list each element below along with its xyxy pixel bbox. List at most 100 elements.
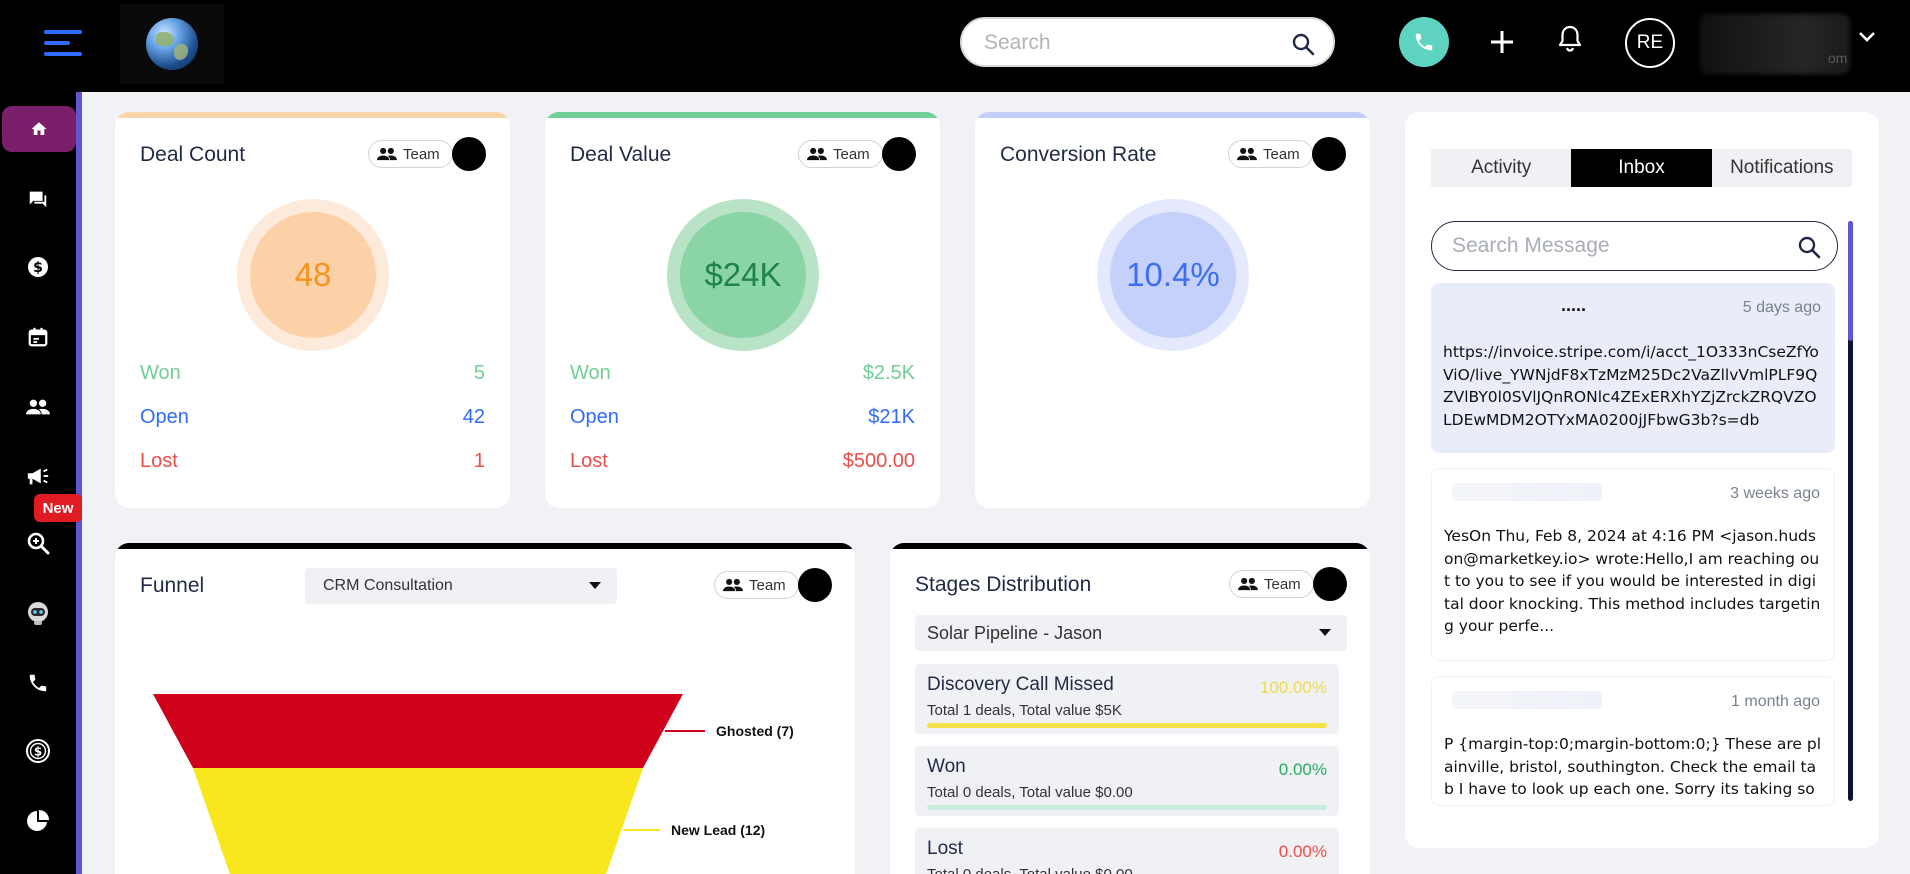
- user-avatar[interactable]: RE: [1625, 18, 1675, 68]
- tab-inbox[interactable]: Inbox: [1571, 149, 1712, 187]
- pipeline-select[interactable]: Solar Pipeline - Jason: [915, 615, 1347, 651]
- stat-label: Open: [570, 406, 619, 428]
- stat-label: Lost: [570, 450, 608, 472]
- search-zoom-icon: [27, 532, 50, 555]
- card-options-dot[interactable]: [452, 137, 486, 171]
- card-accent-line: [115, 112, 510, 118]
- card-title: Stages Distribution: [915, 573, 1092, 596]
- stage-percent: 100.00%: [1259, 678, 1327, 697]
- sidebar: $ New $: [0, 92, 82, 874]
- message-item[interactable]: 1 month ago P {margin-top:0;margin-botto…: [1431, 676, 1835, 806]
- card-options-dot[interactable]: [1312, 137, 1346, 171]
- sidebar-item-reports[interactable]: [2, 798, 74, 844]
- message-body: YesOn Thu, Feb 8, 2024 at 4:16 PM <jason…: [1444, 527, 1821, 635]
- global-search-input[interactable]: [984, 31, 1284, 55]
- logo[interactable]: [120, 4, 224, 84]
- stage-row[interactable]: Discovery Call Missed Total 1 deals, Tot…: [915, 664, 1339, 734]
- activity-inbox-panel: Activity Inbox Notifications ..... 5 day…: [1405, 112, 1879, 848]
- message-list-scrollbar[interactable]: [1848, 221, 1853, 801]
- card-options-dot[interactable]: [798, 568, 832, 602]
- funnel-stage-new-lead[interactable]: [193, 768, 643, 874]
- stage-info: Total 1 deals, Total value $5K: [927, 702, 1122, 719]
- sidebar-item-search[interactable]: [2, 520, 74, 566]
- stat-row-open: Open 42: [140, 406, 485, 436]
- caret-down-icon: [589, 582, 601, 589]
- message-sender-blurred: [1452, 691, 1602, 709]
- team-icon: [723, 578, 743, 592]
- team-label: Team: [749, 576, 786, 594]
- team-icon: [807, 147, 827, 161]
- stage-row[interactable]: Won Total 0 deals, Total value $0.00 0.0…: [915, 746, 1339, 816]
- notifications-button[interactable]: [1556, 24, 1596, 64]
- deal-count-value: 48: [250, 212, 376, 338]
- sidebar-item-marketing[interactable]: [2, 453, 74, 499]
- stage-percent: 0.00%: [1278, 842, 1327, 861]
- megaphone-icon: [27, 468, 49, 485]
- sidebar-item-ai-bot[interactable]: [2, 590, 74, 636]
- funnel-stage-ghosted[interactable]: [153, 694, 683, 768]
- stat-value: $2.5K: [862, 362, 915, 384]
- stat-value: 5: [473, 362, 485, 384]
- card-options-dot[interactable]: [1313, 567, 1347, 601]
- tab-activity[interactable]: Activity: [1471, 157, 1532, 178]
- stat-label: Open: [140, 406, 189, 428]
- select-value: CRM Consultation: [323, 577, 453, 594]
- message-search-input[interactable]: [1452, 234, 1782, 258]
- chat-icon: [29, 191, 47, 208]
- sidebar-item-billing[interactable]: $: [2, 728, 74, 774]
- card-title: Deal Count: [140, 143, 246, 166]
- chevron-down-icon[interactable]: [1858, 30, 1876, 44]
- sidebar-item-payments[interactable]: $: [2, 244, 74, 290]
- sidebar-item-calls[interactable]: [2, 660, 74, 706]
- stat-row-won: Won $2.5K: [570, 362, 915, 392]
- team-filter[interactable]: Team: [798, 140, 883, 168]
- stat-value: $21K: [868, 406, 915, 428]
- global-search: [960, 17, 1335, 67]
- team-filter[interactable]: Team: [1228, 140, 1313, 168]
- sidebar-item-home[interactable]: [2, 106, 76, 152]
- message-item[interactable]: 3 weeks ago YesOn Thu, Feb 8, 2024 at 4:…: [1431, 468, 1835, 661]
- team-label: Team: [833, 145, 870, 163]
- stat-value: 42: [462, 406, 485, 428]
- user-name-blurred: [1700, 14, 1850, 74]
- sidebar-item-calendar[interactable]: [2, 314, 74, 360]
- card-title: Funnel: [140, 574, 205, 597]
- funnel-chart: Ghosted (7) New Lead (12): [153, 694, 794, 874]
- deal-count-card: Deal Count Team 48 Won 5 Open 42 Lost 1: [115, 112, 510, 508]
- stat-row-lost: Lost 1: [140, 450, 485, 480]
- search-icon[interactable]: [1797, 235, 1821, 259]
- scrollbar-thumb[interactable]: [1848, 221, 1853, 341]
- message-sender-blurred: [1452, 483, 1602, 501]
- team-label: Team: [403, 145, 440, 163]
- deal-count-ring: 48: [237, 199, 389, 351]
- hamburger-menu-icon[interactable]: [44, 28, 82, 58]
- stat-value: 1: [473, 450, 485, 472]
- search-icon[interactable]: [1291, 32, 1315, 56]
- team-filter[interactable]: Team: [714, 571, 799, 599]
- funnel-pipeline-select[interactable]: CRM Consultation: [305, 568, 617, 604]
- stage-row[interactable]: Lost Total 0 deals, Total value $0.00 0.…: [915, 828, 1339, 874]
- tab-notifications[interactable]: Notifications: [1730, 157, 1834, 178]
- team-filter[interactable]: Team: [1229, 570, 1314, 598]
- robot-icon: [28, 602, 48, 625]
- globe-logo-icon: [146, 18, 198, 70]
- add-button[interactable]: [1482, 22, 1522, 62]
- message-item[interactable]: ..... 5 days ago https://invoice.stripe.…: [1431, 283, 1835, 453]
- pie-chart-icon: [27, 810, 49, 831]
- deal-value-card: Deal Value Team $24K Won $2.5K Open $21K…: [545, 112, 940, 508]
- sidebar-item-conversations[interactable]: [2, 176, 74, 222]
- dollar-circle-icon: $: [26, 739, 50, 763]
- card-options-dot[interactable]: [882, 137, 916, 171]
- card-title: Conversion Rate: [1000, 143, 1157, 166]
- stage-name: Lost: [927, 838, 963, 859]
- conversion-rate-ring: 10.4%: [1097, 199, 1249, 351]
- sidebar-item-contacts[interactable]: [2, 384, 74, 430]
- call-button[interactable]: [1399, 17, 1449, 67]
- message-search: [1431, 221, 1838, 271]
- message-time: 5 days ago: [1742, 299, 1821, 316]
- conversion-rate-value: 10.4%: [1110, 212, 1236, 338]
- dollar-icon: $: [28, 257, 48, 277]
- message-body: https://invoice.stripe.com/i/acct_1O333n…: [1443, 343, 1819, 429]
- card-accent-line: [975, 112, 1370, 118]
- team-filter[interactable]: Team: [368, 140, 453, 168]
